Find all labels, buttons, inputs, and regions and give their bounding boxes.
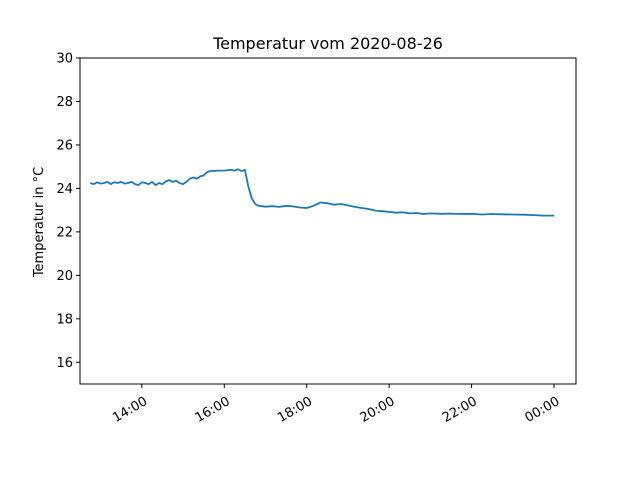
y-tick-label: 28 [56,95,73,110]
temperature-series-line [90,168,554,217]
plot-frame [79,57,577,385]
y-axis-label: Temperatur in °C [32,167,47,278]
y-axis: 16 18 20 22 24 26 28 30 [56,52,80,371]
x-tick-label: 18:00 [275,394,315,426]
y-tick-label: 22 [56,225,73,240]
y-tick-label: 20 [56,269,73,284]
x-tick-label: 00:00 [522,394,562,426]
y-tick-label: 26 [56,138,73,153]
x-tick-label: 14:00 [110,394,150,426]
y-tick-label: 16 [56,356,73,371]
x-tick-label: 22:00 [440,394,480,426]
series-group [90,168,554,217]
x-tick-label: 16:00 [193,394,233,426]
y-tick-label: 18 [56,312,73,327]
y-tick-label: 24 [56,182,73,197]
x-axis: 14:00 16:00 18:00 20:00 22:00 00:00 [110,384,562,426]
chart-title: Temperatur vom 2020-08-26 [212,34,443,53]
x-tick-label: 20:00 [358,394,398,426]
y-tick-label: 30 [56,52,73,67]
